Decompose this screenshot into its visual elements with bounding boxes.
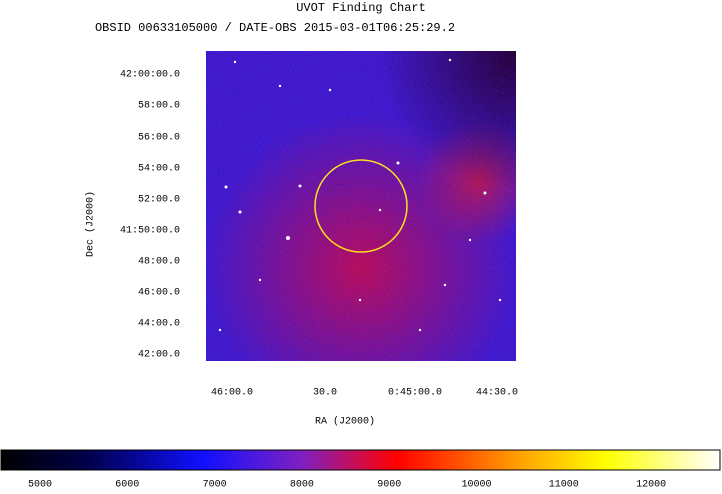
- x-tick-label: 0:45:00.0: [388, 388, 442, 399]
- colorbar-tick-label: 10000: [461, 480, 491, 489]
- y-tick-label: 42:00.0: [138, 350, 180, 361]
- y-tick-label: 48:00.0: [138, 257, 180, 268]
- x-tick-label: 30.0: [313, 388, 337, 399]
- subtitle: OBSID 00633105000 / DATE-OBS 2015-03-01T…: [95, 21, 455, 35]
- y-tick-label: 52:00.0: [138, 195, 180, 206]
- x-tick-label: 44:30.0: [476, 388, 518, 399]
- colorbar-tick-label: 11000: [549, 480, 579, 489]
- y-tick-label: 41:50:00.0: [120, 226, 180, 237]
- title: UVOT Finding Chart: [296, 1, 426, 15]
- y-axis-label: Dec (J2000): [85, 191, 97, 257]
- colorbar-tick-label: 9000: [377, 480, 401, 489]
- y-tick-label: 56:00.0: [138, 133, 180, 144]
- x-axis-label: RA (J2000): [315, 416, 375, 428]
- y-tick-label: 54:00.0: [138, 164, 180, 175]
- colorbar-tick-label: 6000: [115, 480, 139, 489]
- y-tick-label: 46:00.0: [138, 288, 180, 299]
- sky-image: [206, 51, 516, 361]
- y-tick-label: 42:00:00.0: [120, 70, 180, 81]
- colorbar-tick-label: 5000: [28, 480, 52, 489]
- y-tick-label: 58:00.0: [138, 101, 180, 112]
- colorbar: [0, 449, 721, 471]
- y-tick-label: 44:00.0: [138, 319, 180, 330]
- x-tick-label: 46:00.0: [211, 388, 253, 399]
- colorbar-tick-label: 12000: [636, 480, 666, 489]
- colorbar-tick-label: 8000: [290, 480, 314, 489]
- colorbar-tick-label: 7000: [203, 480, 227, 489]
